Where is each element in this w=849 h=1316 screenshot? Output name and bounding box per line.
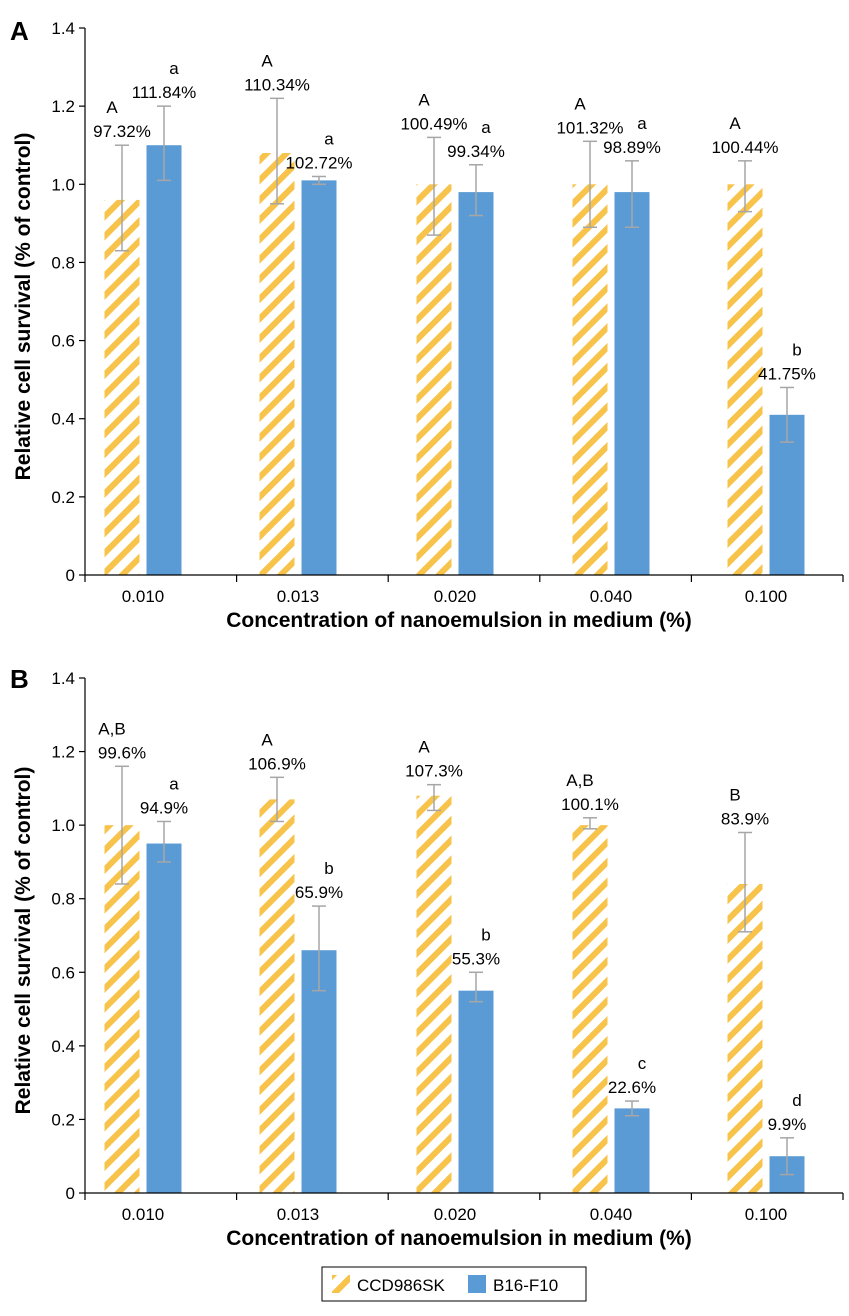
bar-b16-f10 [458,990,494,1193]
significance-letter: b [792,340,801,359]
data-label: 99.6% [98,743,146,762]
y-tick-label: 1.0 [51,816,75,835]
y-tick-label: 0.6 [51,963,75,982]
y-tick-label: 0.2 [51,1110,75,1129]
x-tick-label: 0.040 [590,1205,633,1224]
significance-letter: A [418,738,430,757]
x-tick-label: 0.013 [277,1205,320,1224]
x-tick-label: 0.020 [434,587,477,606]
data-label: 107.3% [405,762,463,781]
y-tick-label: 1.2 [51,97,75,116]
y-tick-label: 1.4 [51,669,75,688]
y-tick-label: 0.6 [51,332,75,351]
legend-label-ccd986sk: CCD986SK [357,1276,446,1295]
bar-ccd986sk [104,199,140,575]
legend-box [321,1266,587,1302]
data-label: 100.49% [400,114,467,133]
data-label: 100.44% [711,138,778,157]
bar-ccd986sk [416,795,452,1193]
y-tick-label: 0.4 [51,1037,75,1056]
y-tick-label: 1.2 [51,743,75,762]
bar-b16-f10 [301,180,337,575]
y-tick-label: 0.2 [51,488,75,507]
significance-letter: a [324,129,334,148]
x-tick-label: 0.100 [745,587,788,606]
bar-ccd986sk [416,184,452,576]
significance-letter: a [637,114,647,133]
significance-letter: b [324,859,333,878]
x-tick-label: 0.040 [590,587,633,606]
data-label: 97.32% [93,122,151,141]
y-axis-label: Relative cell survival (% of control) [12,767,35,1115]
y-tick-label: 0.8 [51,890,75,909]
data-label: 111.84% [132,83,197,102]
data-label: 98.89% [603,138,661,157]
bar-ccd986sk [259,153,295,575]
significance-letter: A [261,730,273,749]
significance-letter: A [106,98,118,117]
significance-letter: B [729,786,740,805]
x-tick-label: 0.100 [745,1205,788,1224]
y-tick-label: 1.0 [51,175,75,194]
significance-letter: A [261,51,273,70]
y-tick-label: 0.4 [51,410,75,429]
y-tick-label: 0 [66,566,75,585]
significance-letter: A [729,114,741,133]
bar-ccd986sk [104,825,140,1193]
bar-ccd986sk [572,184,608,576]
x-axis-label: Concentration of nanoemulsion in medium … [226,1227,692,1250]
bar-ccd986sk [727,184,763,576]
x-tick-label: 0.020 [434,1205,477,1224]
panel-letter: A [10,16,29,46]
bar-ccd986sk [259,799,295,1193]
data-label: 41.75% [758,364,816,383]
bar-b16-f10 [458,192,494,575]
data-label: 106.9% [248,754,306,773]
data-label: 65.9% [295,883,343,902]
legend-swatch-b16-f10 [468,1275,486,1293]
x-tick-label: 0.010 [122,587,165,606]
significance-letter: b [481,925,490,944]
data-label: 101.32% [556,118,623,137]
data-label: 94.9% [140,798,188,817]
y-tick-label: 0.8 [51,253,75,272]
significance-letter: d [792,1091,801,1110]
bar-b16-f10 [146,145,182,575]
significance-letter: a [481,118,491,137]
bar-b16-f10 [614,192,650,575]
y-tick-label: 1.4 [51,19,75,38]
panel-letter: B [10,664,29,694]
bar-b16-f10 [146,843,182,1193]
chart-panel-a: A 97.32% A 110.34% A 100.49% A 101.32% A 100.44% A… [10,16,844,632]
bar-b16-f10 [614,1108,650,1193]
significance-letter: a [169,59,179,78]
x-axis-label: Concentration of nanoemulsion in medium … [226,609,692,632]
x-tick-label: 0.010 [122,1205,165,1224]
data-label: 9.9% [768,1115,807,1134]
significance-letter: a [169,774,179,793]
data-label: 22.6% [608,1078,656,1097]
significance-letter: A,B [566,771,593,790]
legend: CCD986SK B16-F10 [321,1266,587,1302]
significance-letter: c [638,1054,647,1073]
bar-ccd986sk [727,884,763,1193]
data-label: 102.72% [285,153,352,172]
data-label: 55.3% [452,949,500,968]
significance-letter: A,B [98,719,125,738]
data-label: 100.1% [561,795,619,814]
y-axis-label: Relative cell survival (% of control) [12,133,35,481]
significance-letter: A [574,94,586,113]
x-tick-label: 0.013 [277,587,320,606]
bar-ccd986sk [572,825,608,1193]
legend-label-b16-f10: B16-F10 [493,1276,558,1295]
y-tick-label: 0 [66,1184,75,1203]
data-label: 83.9% [721,810,769,829]
data-label: 99.34% [447,142,505,161]
chart-panel-b: B 99.6% A,B 106.9% A 107.3% A 100.1% A,B 83.9% B 94… [10,664,844,1250]
data-label: 110.34% [244,75,310,94]
legend-swatch-ccd986sk [332,1275,350,1293]
significance-letter: A [418,90,430,109]
